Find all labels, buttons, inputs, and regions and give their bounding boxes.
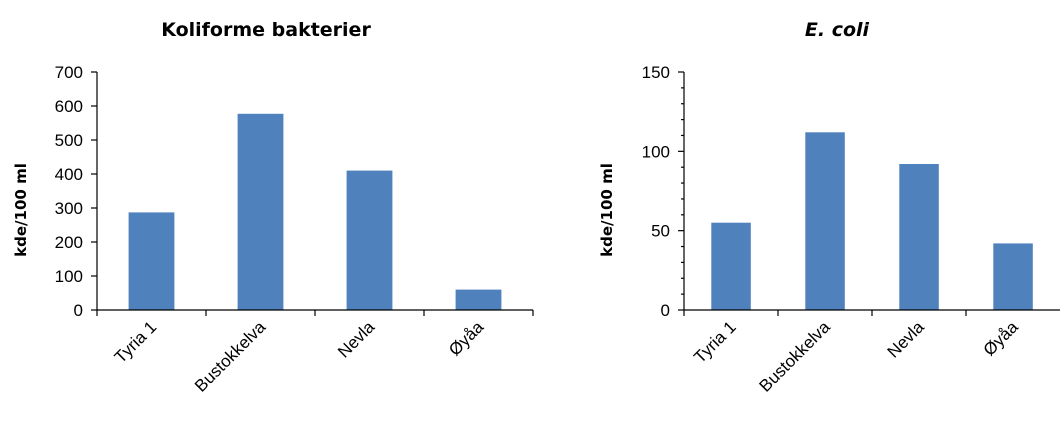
bar [711, 222, 751, 310]
y-tick-label: 300 [55, 199, 83, 218]
y-tick-label: 700 [55, 63, 83, 82]
x-tick-label: Øyåa [445, 317, 488, 360]
y-tick-label: 600 [55, 97, 83, 116]
chart-title: E. coli [805, 19, 870, 41]
y-axis-label: kde/100 ml [12, 163, 30, 257]
y-tick-label: 0 [74, 301, 83, 320]
chart-title: Koliforme bakterier [161, 19, 371, 41]
bar [455, 289, 502, 310]
bar [899, 164, 939, 310]
x-tick-label: Bustokkelva [191, 317, 270, 396]
chart-koliforme: Koliforme bakterier kde/100 ml 0 100 200 30… [12, 19, 534, 396]
y-tick-label: 150 [642, 63, 670, 82]
x-tick-label: Tyria 1 [111, 317, 161, 367]
x-tick-label: Nevla [884, 317, 929, 362]
bar [237, 113, 284, 310]
y-tick-label: 50 [651, 222, 670, 241]
plot-area: 0 50 100 150 Tyria 1 Bustokkelva Nevla Øyåa [642, 63, 1060, 396]
x-tick-label: Nevla [334, 317, 379, 362]
x-tick-label: Tyria 1 [690, 317, 740, 367]
y-tick-label: 100 [55, 267, 83, 286]
y-tick-label: 100 [642, 142, 670, 161]
bar [993, 243, 1033, 310]
y-tick-label: 400 [55, 165, 83, 184]
y-axis-label: kde/100 ml [598, 163, 616, 257]
chart-e-coli: E. coli kde/100 ml 0 50 100 150 Tyria 1 Busto… [598, 19, 1060, 396]
y-tick-label: 500 [55, 131, 83, 150]
bar [346, 170, 393, 310]
y-tick-label: 0 [661, 301, 670, 320]
y-tick-label: 200 [55, 233, 83, 252]
x-tick-label: Bustokkelva [756, 317, 835, 396]
plot-area: 0 100 200 300 400 500 600 700 Tyria 1 Bustokkelva… [55, 63, 534, 396]
bar [128, 212, 175, 310]
x-tick-label: Øyåa [980, 317, 1023, 360]
bar [805, 132, 845, 310]
